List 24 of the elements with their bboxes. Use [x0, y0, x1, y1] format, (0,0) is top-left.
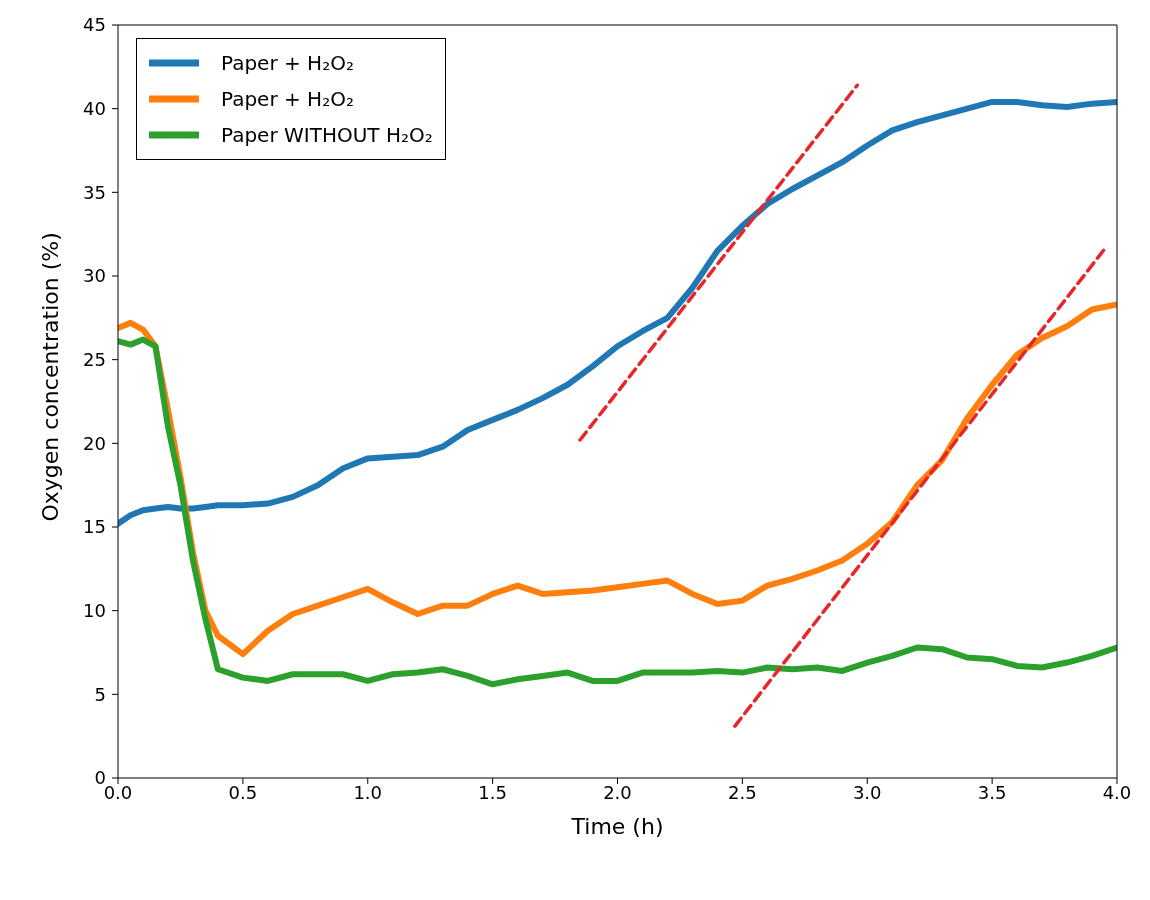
x-tick-label: 2.5 [728, 781, 757, 803]
y-axis-title: Oxygen concentration (%) [37, 232, 63, 522]
x-tick-label: 4.0 [1102, 781, 1132, 803]
y-tick-label: 20 [83, 432, 106, 454]
y-tick-label: 0 [94, 767, 106, 789]
x-tick-label: 3.0 [852, 781, 882, 803]
x-tick-label: 1.0 [353, 781, 383, 803]
y-tick-label: 40 [83, 97, 106, 119]
legend-label: Paper + H₂O₂ [221, 87, 354, 111]
legend-label: Paper + H₂O₂ [221, 51, 354, 75]
y-tick-label: 15 [83, 516, 106, 538]
x-tick-label: 0.5 [228, 781, 258, 803]
y-tick-label: 30 [83, 265, 106, 287]
x-tick-label: 2.0 [603, 781, 632, 803]
x-tick-label: 0.0 [103, 781, 133, 803]
y-tick-label: 45 [83, 14, 106, 36]
y-tick-label: 25 [83, 348, 106, 370]
y-tick-label: 5 [94, 683, 106, 705]
x-tick-label: 3.5 [977, 781, 1007, 803]
y-tick-label: 10 [83, 599, 106, 621]
x-tick-label: 1.5 [478, 781, 507, 803]
x-axis-title: Time (h) [570, 814, 664, 839]
legend-label: Paper WITHOUT H₂O₂ [221, 123, 433, 147]
y-tick-label: 35 [83, 181, 106, 203]
